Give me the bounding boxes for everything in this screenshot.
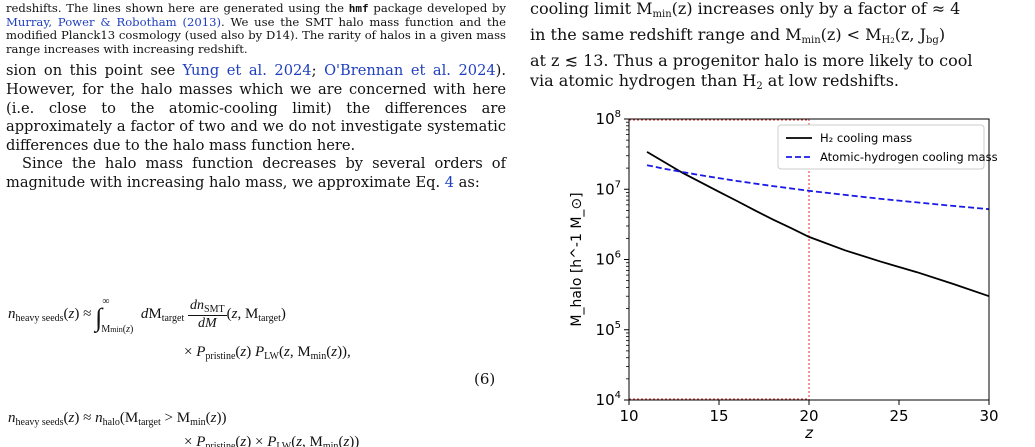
figure-caption-tail: redshifts. The lines shown here are gene… [6,1,506,56]
para1-sep: ; [311,62,325,80]
y-tick-label: 106 [596,250,621,269]
para2-post: as: [454,173,480,191]
right-text-4b: at low redshifts. [762,70,899,90]
equation-6-line2: × Ppristine(z) PLW(z, Mmin(z)), [184,344,351,362]
legend-label-atomic: Atomic-hydrogen cooling mass [820,150,998,164]
right-text-1: cooling limit M [530,0,653,18]
series-line-atomic-cooling [646,164,990,211]
caption-text-mid: package developed by [368,1,506,15]
caption-text-pre: redshifts. The lines shown here are gene… [6,1,349,15]
equation-ref-4[interactable]: 4 [444,173,455,191]
citation-yung[interactable]: Yung et al. 2024 [182,62,312,80]
caption-code-hmf: hmf [348,2,369,15]
right-column: cooling limit Mmin(z) increases only by … [530,0,1030,96]
y-tick-label: 108 [596,109,621,128]
x-tick-label: 10 [619,407,638,425]
para1-post: ). However, for the halo masses which we… [6,62,506,154]
para1-pre: sion on this point see [6,62,183,80]
right-text-2d: ) [938,24,946,44]
x-tick-label: 15 [709,407,728,425]
y-tick-label: 107 [596,179,621,198]
cooling-mass-chart: 10 15 20 25 30 104 105 106 107 108 z M_halo [h^-1 M… [569,109,999,442]
citation-obrennan[interactable]: O'Brennan et al. 2024 [324,62,496,80]
para2-pre: Since the halo mass function decreases b… [6,155,506,191]
legend-box [777,124,985,170]
y-tick-label: 105 [596,320,621,339]
right-text-2c: (z, J [894,24,927,44]
caption-text-post: . We use the SMT halo mass function and … [6,14,506,56]
right-text-2: in the same redshift range and M [530,24,802,44]
x-axis-label: z [804,424,814,442]
right-text-3: at z ≲ 13. Thus a progenitor halo is mor… [530,51,973,70]
citation-murray[interactable]: Murray, Power & Robotham (2013) [6,14,221,29]
right-text-2b: (z) < M [820,24,882,44]
equation-number-6: (6) [474,370,496,388]
y-axis-label: M_halo [h^-1 M_⊙] [569,192,585,326]
left-column: redshifts. The lines shown here are gene… [6,0,506,193]
y-tick-label: 104 [596,390,621,409]
equation-7-line2-clipped: × Ppristine(z) × PLW(z, Mmin(z)) [184,434,360,447]
x-tick-label: 30 [979,407,998,425]
right-text-1b: (z) increases only by a factor of ≈ 4 [671,0,961,18]
legend-label-h2: H₂ cooling mass [820,131,912,145]
x-tick-label: 20 [799,407,818,425]
equation-6-line1: nheavy seeds(z) ≈ ∫∞Mmin(z) dMtarget dnS… [8,296,286,335]
paragraph-approximation: Since the halo mass function decreases b… [6,155,506,192]
series-line-h2-cooling [646,151,990,298]
equation-7-line1: nheavy seeds(z) ≈ nhalo(Mtarget > Mmin(z… [8,410,227,428]
right-text-4: via atomic hydrogen than H [530,70,757,90]
x-tick-label: 25 [889,407,908,425]
paragraph-cooling-limit: cooling limit Mmin(z) increases only by … [530,0,973,92]
paragraph-halo-mass-function: sion on this point see Yung et al. 2024;… [6,62,506,155]
